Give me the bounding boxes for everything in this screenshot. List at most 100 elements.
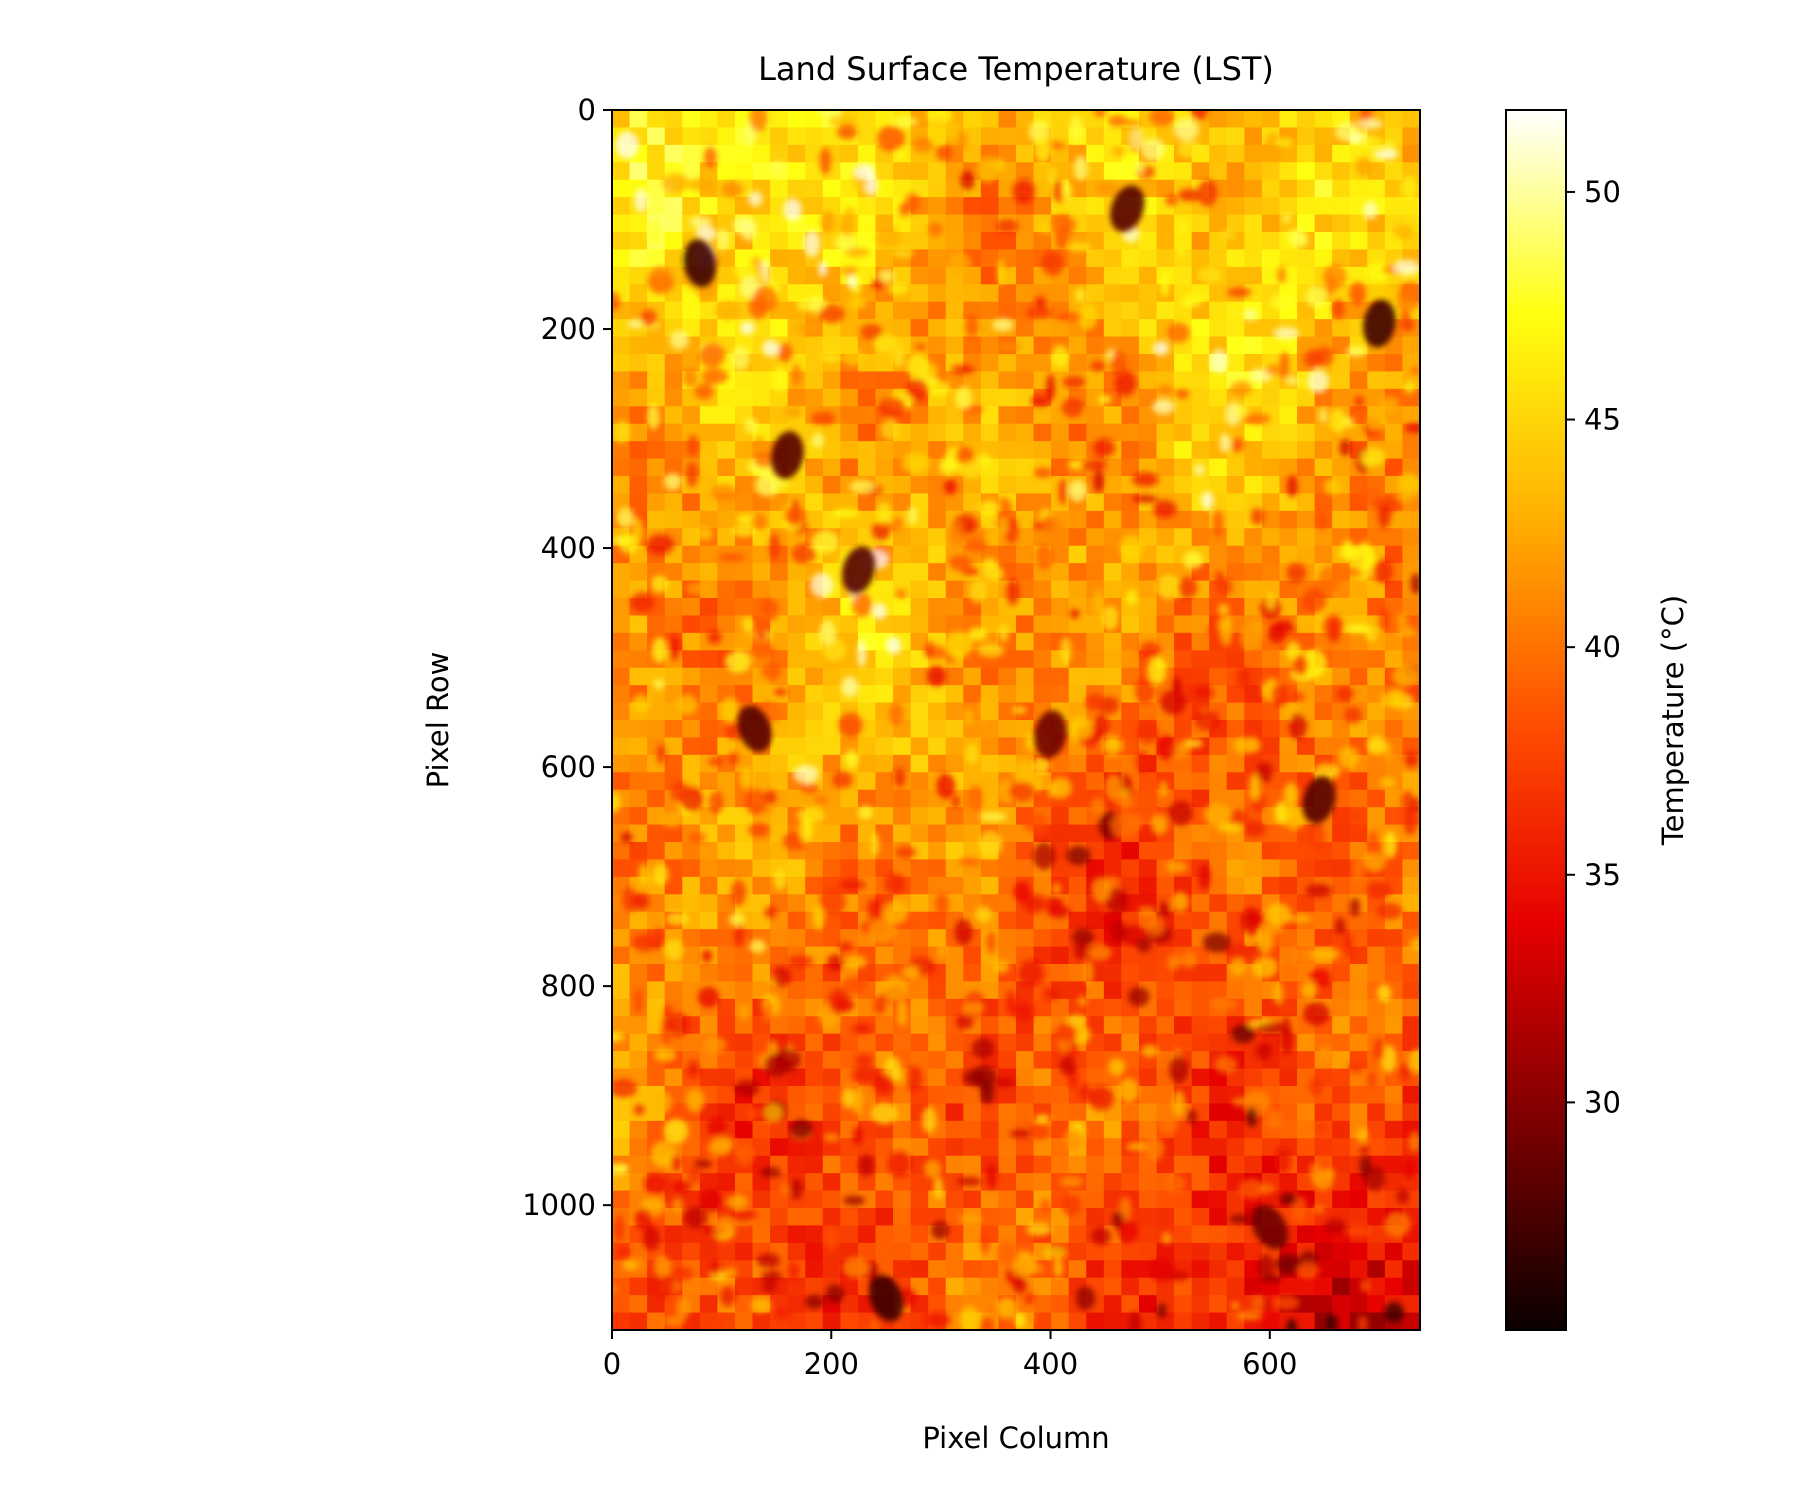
heatmap-cell: [1033, 336, 1052, 355]
heatmap-cell: [1363, 850, 1387, 872]
heatmap-cell: [1244, 476, 1263, 495]
heatmap-cell: [1226, 598, 1245, 617]
heatmap-cell: [1068, 824, 1087, 843]
heatmap-cell: [1384, 458, 1404, 477]
heatmap-cell: [1138, 964, 1158, 983]
heatmap-cell: [822, 388, 841, 407]
heatmap-cell: [664, 354, 683, 373]
heatmap-cell: [1138, 1312, 1158, 1330]
heatmap-cell: [976, 156, 999, 184]
heatmap-cell: [612, 1103, 631, 1122]
heatmap-cell: [980, 667, 1000, 686]
heatmap-cell: [1403, 381, 1417, 394]
heatmap-cell: [1279, 110, 1298, 129]
heatmap-cell: [1138, 876, 1158, 895]
heatmap-cell: [717, 946, 736, 965]
heatmap-cell: [717, 1155, 736, 1174]
heatmap-cell: [1093, 110, 1107, 117]
heatmap-cell: [1297, 406, 1316, 425]
heatmap-cell: [1384, 632, 1404, 651]
heatmap-cell: [747, 1106, 759, 1122]
heatmap-cell: [1121, 406, 1140, 425]
heatmap-cell: [1156, 1242, 1175, 1261]
heatmap-cell: [1111, 146, 1128, 157]
heatmap-cell: [928, 807, 947, 826]
heatmap-cell: [629, 388, 648, 407]
heatmap-cell: [998, 545, 1017, 564]
x-axis-label: Pixel Column: [922, 1421, 1109, 1455]
heatmap-cell: [1016, 319, 1035, 338]
heatmap-cell: [822, 476, 841, 495]
heatmap-cell: [1191, 1155, 1210, 1174]
heatmap-cell: [822, 179, 841, 198]
heatmap-cell: [925, 640, 934, 659]
heatmap-cell: [1366, 881, 1392, 899]
heatmap-cell: [752, 1120, 771, 1139]
heatmap-cell: [895, 845, 917, 859]
heatmap-cell: [998, 1190, 1017, 1209]
heatmap-cell: [1402, 336, 1420, 355]
heatmap-cell: [1135, 750, 1149, 773]
heatmap-cell: [1400, 309, 1410, 326]
heatmap-image: [612, 110, 1420, 1330]
heatmap-cell: [734, 842, 754, 861]
heatmap-cell: [1226, 772, 1245, 791]
heatmap-cell: [1319, 407, 1328, 424]
heatmap-cell: [1073, 155, 1088, 182]
heatmap-cell: [1257, 1183, 1276, 1195]
heatmap-cell: [1121, 615, 1140, 634]
heatmap-cell: [818, 887, 847, 916]
heatmap-cell: [1051, 1225, 1070, 1244]
heatmap-cell: [805, 388, 824, 407]
heatmap-cell: [1402, 876, 1420, 895]
heatmap-cell: [1152, 399, 1175, 415]
heatmap-cell: [876, 226, 900, 249]
heatmap-cell: [1401, 790, 1414, 813]
heatmap-cell: [1191, 1120, 1210, 1139]
heatmap-cell: [910, 214, 929, 233]
heatmap-cell: [1256, 761, 1273, 784]
heatmap-cell: [734, 598, 754, 617]
heatmap-cell: [1091, 877, 1112, 902]
heatmap-cell: [1244, 650, 1263, 669]
heatmap-cell: [770, 110, 789, 129]
heatmap-cell: [1226, 1103, 1245, 1122]
heatmap-cell: [857, 859, 877, 878]
heatmap-cell: [1209, 493, 1228, 512]
heatmap-cell: [1103, 667, 1122, 686]
heatmap-cell: [1086, 1190, 1105, 1209]
heatmap-cell: [676, 694, 698, 715]
heatmap-cell: [945, 162, 964, 181]
heatmap-cell: [910, 702, 929, 721]
heatmap-cell: [1261, 720, 1281, 739]
heatmap-cell: [654, 927, 663, 952]
heatmap-cell: [805, 720, 824, 739]
heatmap-cell: [925, 1311, 951, 1329]
heatmap-cell: [1156, 423, 1175, 442]
heatmap-cell: [629, 1155, 648, 1174]
heatmap-cell: [1209, 1016, 1228, 1035]
heatmap-cell: [844, 247, 870, 257]
heatmap-cell: [1244, 702, 1263, 721]
heatmap-cell: [717, 388, 736, 407]
heatmap-cell: [1244, 981, 1263, 1000]
heatmap-cell: [1332, 1295, 1351, 1314]
heatmap-cell: [1279, 545, 1298, 564]
heatmap-cell: [1226, 894, 1245, 913]
heatmap-cell: [1096, 182, 1118, 196]
heatmap-cell: [893, 214, 912, 233]
heatmap-cell: [717, 824, 736, 843]
heatmap-cell: [713, 1215, 736, 1236]
heatmap-cell: [1409, 937, 1420, 951]
heatmap-cell: [937, 940, 947, 962]
heatmap-cell: [1013, 1000, 1034, 1021]
heatmap-cell: [1156, 1107, 1179, 1135]
heatmap-cell: [842, 349, 864, 366]
heatmap-cell: [1367, 807, 1386, 826]
heatmap-cell: [1230, 381, 1253, 396]
heatmap-cell: [1068, 179, 1087, 198]
heatmap-cell: [1016, 1155, 1035, 1174]
heatmap-cell: [699, 685, 718, 704]
heatmap-cell: [682, 737, 701, 756]
heatmap-cell: [893, 789, 912, 808]
